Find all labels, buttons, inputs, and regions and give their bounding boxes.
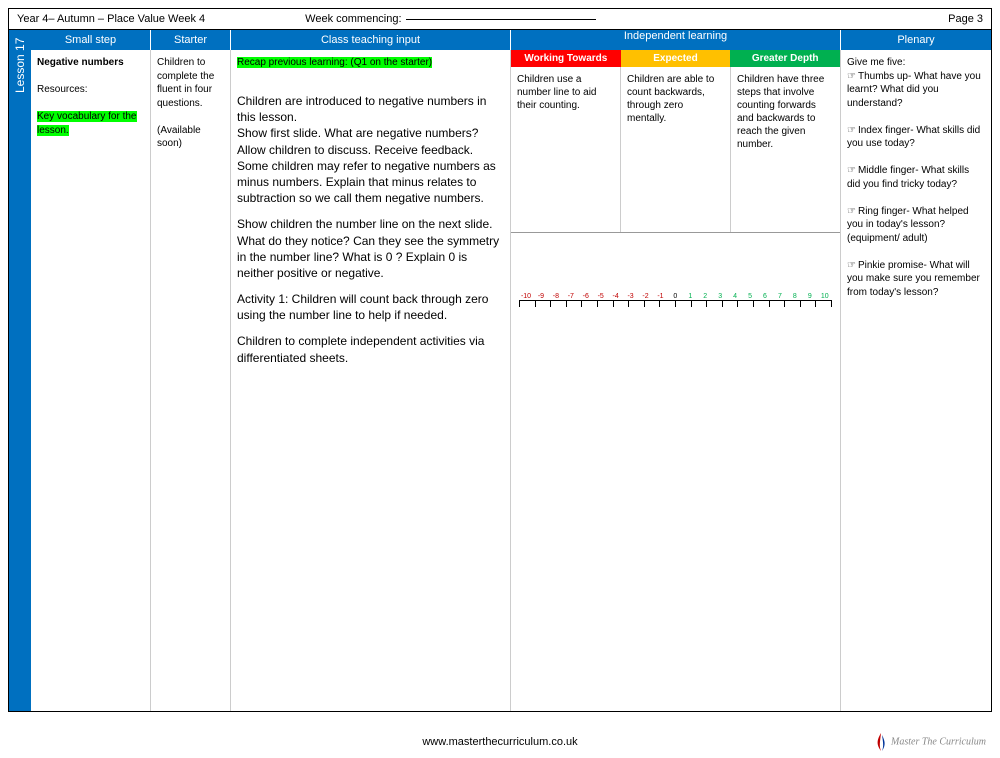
numberline-label: -5: [594, 293, 608, 300]
plenary-thumb: Thumbs up- What have you learnt? What di…: [847, 70, 985, 111]
starter-avail: (Available soon): [157, 124, 224, 151]
exp-text: Children are able to count backwards, th…: [621, 67, 731, 232]
numberline-tick: [815, 301, 816, 307]
numberline-label: 4: [728, 293, 742, 300]
numberline-tick: [675, 301, 676, 307]
indep-headers: Working Towards Expected Greater Depth: [511, 50, 840, 67]
main-grid: Lesson 17 Small step Starter Class teach…: [9, 30, 991, 711]
numberline-ticks: [519, 300, 832, 306]
numberline-label: 6: [758, 293, 772, 300]
page-number: Page 3: [948, 13, 983, 25]
resources-label: Resources:: [37, 83, 144, 97]
numberline-tick: [566, 301, 567, 307]
flame-icon: [873, 732, 889, 752]
numberline-tick: [737, 301, 738, 307]
cell-starter: Children to complete the fluent in four …: [151, 50, 231, 711]
cell-small-step: Negative numbers Resources: Key vocabula…: [31, 50, 151, 711]
numberline-label: 2: [698, 293, 712, 300]
starter-text: Children to complete the fluent in four …: [157, 56, 224, 110]
vocab-highlight: Key vocabulary for the lesson.: [37, 111, 137, 136]
numberline-label: -4: [609, 293, 623, 300]
numberline-tick: [691, 301, 692, 307]
plenary-ring: Ring finger- What helped you in today's …: [847, 205, 985, 246]
week-blank-line: [406, 19, 596, 20]
numberline-label: -2: [639, 293, 653, 300]
numberline-label: -10: [519, 293, 533, 300]
wt-text: Children use a number line to aid their …: [511, 67, 621, 232]
numberline-label: 9: [803, 293, 817, 300]
numberline-tick: [659, 301, 660, 307]
numberline-tick: [519, 301, 520, 307]
numberline-tick: [628, 301, 629, 307]
teach-p1: Children are introduced to negative numb…: [237, 93, 504, 206]
numberline-tick: [550, 301, 551, 307]
numberline-label: 0: [668, 293, 682, 300]
hdr-independent: Independent learning: [511, 30, 841, 50]
cell-plenary: Give me five: Thumbs up- What have you l…: [841, 50, 991, 711]
indep-body: Children use a number line to aid their …: [511, 67, 840, 233]
numberline-tick: [722, 301, 723, 307]
numberline-label: 10: [818, 293, 832, 300]
numberline-tick: [706, 301, 707, 307]
numberline-tick: [597, 301, 598, 307]
week-label: Week commencing:: [305, 13, 401, 25]
hdr-working-towards: Working Towards: [511, 50, 621, 67]
brand-text: Master The Curriculum: [891, 736, 986, 747]
plenary-pinkie: Pinkie promise- What will you make sure …: [847, 259, 985, 300]
numberline-label: -1: [653, 293, 667, 300]
footer-url: www.masterthecurriculum.co.uk: [0, 736, 1000, 748]
lesson-tab: Lesson 17: [9, 30, 31, 711]
gd-text: Children have three steps that involve c…: [731, 67, 840, 232]
teach-p5: Children to complete independent activit…: [237, 333, 504, 365]
numberline-tick: [784, 301, 785, 307]
numberline-label: 3: [713, 293, 727, 300]
lesson-plan-page: Year 4– Autumn – Place Value Week 4 Week…: [8, 8, 992, 712]
numberline-tick: [831, 301, 832, 307]
numberline-tick: [581, 301, 582, 307]
numberline-label: -8: [549, 293, 563, 300]
numberline-tick: [753, 301, 754, 307]
numberline-label: 1: [683, 293, 697, 300]
numberline-tick: [535, 301, 536, 307]
top-bar: Year 4– Autumn – Place Value Week 4 Week…: [9, 9, 991, 30]
hdr-small-step: Small step: [31, 30, 151, 50]
recap-highlight: Recap previous learning: (Q1 on the star…: [237, 57, 432, 68]
numberline-tick: [613, 301, 614, 307]
numberline-label: -3: [624, 293, 638, 300]
hdr-greater-depth: Greater Depth: [730, 50, 840, 67]
brand-mark: Master The Curriculum: [873, 732, 987, 752]
cell-independent: Working Towards Expected Greater Depth C…: [511, 50, 841, 711]
content-area: Small step Starter Class teaching input …: [31, 30, 991, 711]
hdr-plenary: Plenary: [841, 30, 991, 50]
numberline-area: -10-9-8-7-6-5-4-3-2-1012345678910: [511, 233, 840, 711]
body-row: Negative numbers Resources: Key vocabula…: [31, 50, 991, 711]
cell-teaching: Recap previous learning: (Q1 on the star…: [231, 50, 511, 711]
plenary-intro: Give me five:: [847, 56, 985, 70]
hdr-teaching: Class teaching input: [231, 30, 511, 50]
numberline-label: -6: [579, 293, 593, 300]
numberline-labels: -10-9-8-7-6-5-4-3-2-1012345678910: [519, 293, 832, 300]
numberline-label: 7: [773, 293, 787, 300]
numberline-label: 8: [788, 293, 802, 300]
doc-title: Year 4– Autumn – Place Value Week 4: [17, 13, 205, 25]
teach-p3: Show children the number line on the nex…: [237, 216, 504, 281]
hdr-expected: Expected: [621, 50, 731, 67]
numberline-tick: [644, 301, 645, 307]
small-step-title: Negative numbers: [37, 56, 144, 70]
plenary-index: Index finger- What skills did you use to…: [847, 124, 985, 151]
numberline-label: -7: [564, 293, 578, 300]
plenary-middle: Middle finger- What skills did you find …: [847, 164, 985, 191]
numberline-label: 5: [743, 293, 757, 300]
numberline-tick: [800, 301, 801, 307]
hdr-starter: Starter: [151, 30, 231, 50]
numberline-tick: [769, 301, 770, 307]
column-headers: Small step Starter Class teaching input …: [31, 30, 991, 50]
numberline-label: -9: [534, 293, 548, 300]
teach-p4: Activity 1: Children will count back thr…: [237, 291, 504, 323]
